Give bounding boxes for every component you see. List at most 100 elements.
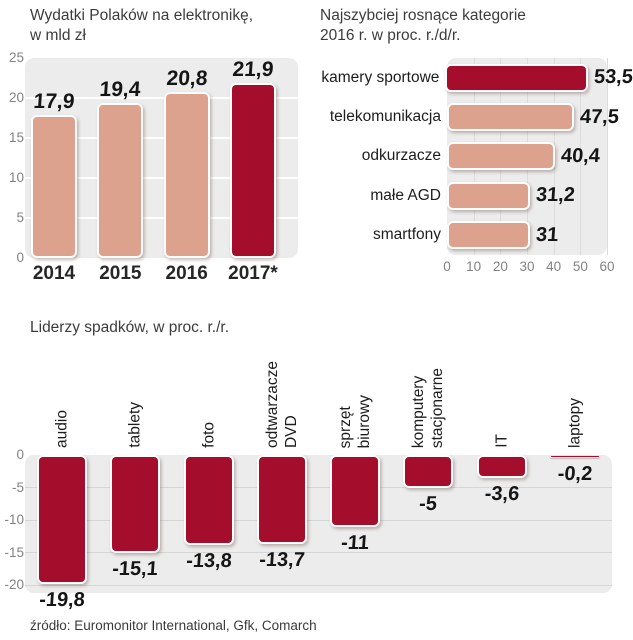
growth-rows: kamery sportowe 53,5 telekomunikacja 47,5 od… [316,58,633,255]
category-label: kamery sportowe [321,68,440,86]
growth-row: małe AGD 31,2 [316,176,633,215]
gridline-horizontal [25,177,298,179]
bar [183,455,234,545]
gridline-horizontal [25,137,298,139]
gridline-horizontal [25,584,612,586]
bar-slot: foto -13,8 [183,422,234,585]
bar [37,455,87,584]
bar-slot: IT -3,6 [476,434,527,585]
gridline-vertical [580,58,582,255]
x-tick-label: 2015 [99,263,142,284]
bar [549,455,600,458]
bar-slot: tablety -15,1 [110,402,161,585]
value-label: -11 [340,531,370,554]
x-tick-label: 20 [492,259,508,274]
gridline-horizontal [25,519,612,521]
x-tick-label: 10 [466,259,482,274]
bar: 21,9 2017* [228,58,278,284]
y-tick-label: 20 [8,90,24,105]
bar-slot: odtwarzacze DVD -13,7 [256,361,307,585]
x-tick-label: 30 [519,259,535,274]
declines-columns: audio -19,8 tablety -15,1 foto -13,8 odtwarzac… [25,361,612,611]
category-label: odtwarzacze DVD [263,360,300,448]
growth-row: telekomunikacja 47,5 [316,97,633,136]
bar [330,455,381,527]
category-label: odkurzacze [361,147,441,165]
y-tick-label: 10 [8,170,24,185]
bar [447,142,555,171]
y-tick-label: 15 [8,130,24,145]
value-label: 21,9 [231,57,275,81]
chart-spending-title: Wydatki Polaków na elektronikę, w mld zł [30,6,253,46]
bar [110,455,161,554]
y-tick-label: -5 [11,479,24,495]
category-label: laptopy [566,398,584,448]
x-tick-label: 40 [546,259,562,274]
bar-slot: komputery stacjonarne -5 [403,368,454,585]
bar-slot: sprzęt biurowy -11 [330,395,381,585]
bar [445,63,589,92]
category-label: smartfony [372,226,441,244]
growth-row: smartfony 31 [316,216,633,255]
x-tick-label: 2014 [32,263,76,284]
chart-declines-title: Liderzy spadków, w proc. r./r. [30,319,230,336]
y-tick-label: 5 [16,210,24,225]
x-tick-label: 0 [443,259,451,274]
chart-spending-title-line2: w mld zł [30,26,86,44]
y-tick-label: 0 [16,250,24,265]
growth-row: odkurzacze 40,4 [316,137,633,176]
value-label: 47,5 [578,105,620,128]
chart-spending: Wydatki Polaków na elektronikę, w mld zł… [0,0,316,305]
value-label: 31,2 [535,184,576,207]
category-label: sprzęt biurowy [337,394,374,448]
y-tick-label: 0 [16,447,24,462]
value-label: -3,6 [483,483,520,506]
growth-xaxis: 0 10 20 30 40 50 60 [316,259,633,275]
gridline-horizontal [25,97,298,99]
chart-growth-title-line1: Najszybciej rosnące kategorie [320,7,526,24]
category-label: telekomunikacja [329,108,441,126]
category-label: małe AGD [370,186,441,204]
bar [447,181,531,210]
gridline-horizontal [25,217,298,219]
value-label: 40,4 [559,144,601,167]
category-label: audio [53,410,71,448]
value-label: -19,8 [38,588,86,611]
chart-growth-title-line2: 2016 r. w proc. r./d/r. [320,26,461,44]
y-tick-label: 25 [8,50,24,65]
bar-slot: laptopy -0,2 [549,398,600,585]
bar [447,221,530,250]
y-tick-label: -20 [4,577,24,592]
bar [476,455,527,479]
source-line: źródło: Euromonitor International, Gfk, … [30,618,317,633]
chart-growth: Najszybciej rosnące kategorie 2016 r. w … [316,0,633,305]
category-label: tablety [126,402,144,448]
x-tick-label: 2017* [228,263,278,284]
category-label: IT [493,434,511,448]
bar [447,103,574,132]
bar: 19,4 2015 [97,78,144,284]
bar-slot: audio -19,8 [37,410,87,611]
bar: 17,9 2014 [31,90,77,284]
chart-growth-title: Najszybciej rosnące kategorie 2016 r. w … [320,6,526,46]
y-tick-label: -15 [4,544,24,560]
category-label: foto [200,422,218,448]
bar [403,455,454,488]
growth-row: kamery sportowe 53,5 [316,58,633,97]
chart-declines: Liderzy spadków, w proc. r./r. 0 -5 -10 -15… [0,310,633,615]
value-label: 53,5 [593,66,633,89]
x-tick-label: 50 [572,259,588,274]
value-label: 31 [534,223,559,246]
value-label: -0,2 [557,463,594,485]
gridline-vertical [607,58,608,255]
bars-row: 17,9 2014 19,4 2015 20,8 2016 21,9 2017* [25,58,298,284]
category-label: komputery stacjonarne [410,367,447,448]
gridline-horizontal [25,487,612,488]
bar: 20,8 2016 [163,67,210,284]
spending-plot: 17,9 2014 19,4 2015 20,8 2016 21,9 2017* [25,58,298,284]
x-tick-label: 60 [599,259,615,274]
chart-spending-title-line1: Wydatki Polaków na elektronikę, [30,7,253,24]
y-tick-label: -10 [4,512,24,527]
x-tick-label: 2016 [165,263,208,284]
gridline-horizontal [25,552,612,553]
